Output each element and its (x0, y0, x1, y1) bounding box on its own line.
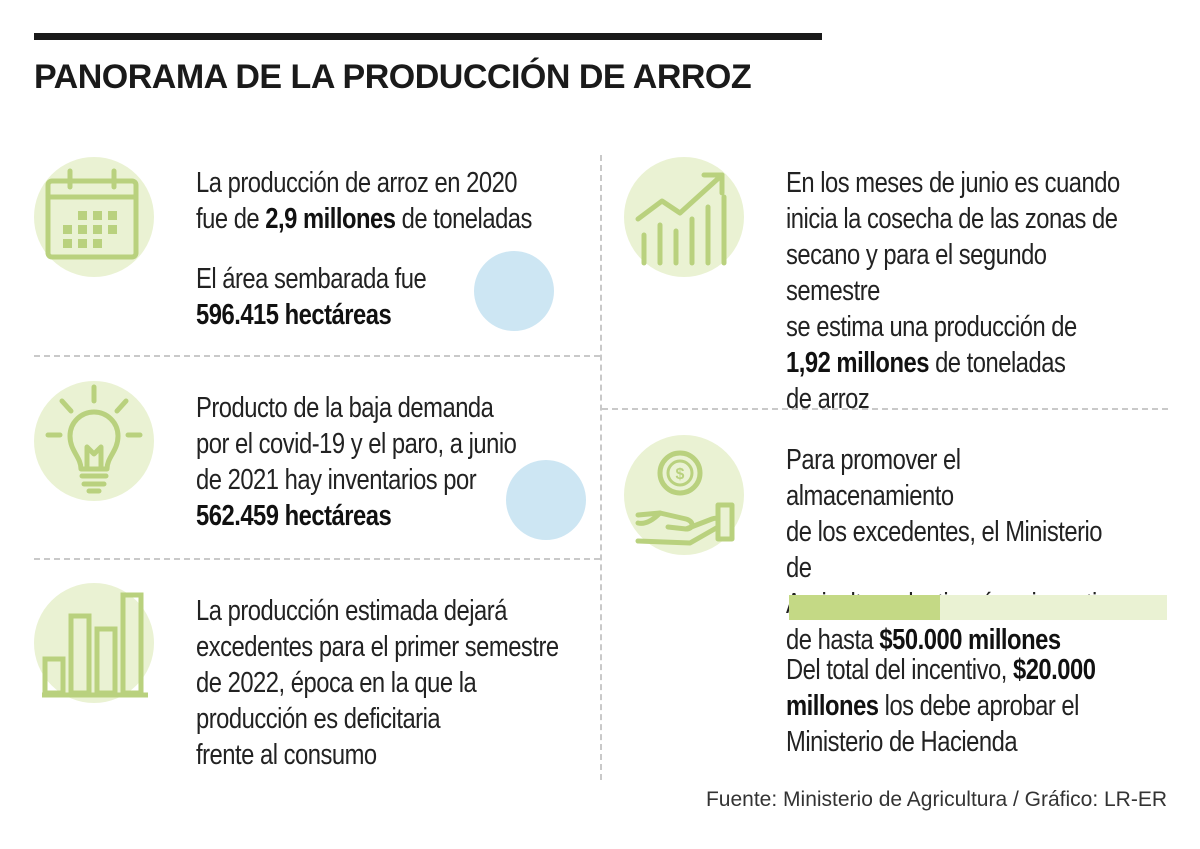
page-title: PANORAMA DE LA PRODUCCIÓN DE ARROZ (34, 58, 752, 96)
lightbulb-icon (34, 381, 154, 501)
decorative-dot (506, 460, 586, 540)
svg-text:$: $ (676, 466, 685, 483)
surplus-text: La producción estimada dejará excedentes… (196, 595, 559, 771)
top-rule (34, 33, 822, 40)
calendar-icon (34, 157, 154, 277)
decorative-dot (474, 251, 554, 331)
hand-coin-icon: $ (624, 435, 744, 555)
sown-area-text: El área sembarada fue 596.415 hectáreas (196, 263, 427, 331)
column-divider (600, 155, 602, 780)
incentive-progress-bar (789, 595, 1167, 620)
bar-chart-icon (34, 583, 154, 703)
row-divider (34, 355, 600, 357)
incentive-progress-fill (789, 595, 941, 620)
harvest-text: En los meses de junio es cuando inicia l… (786, 167, 1120, 415)
row-divider (34, 558, 600, 560)
hacienda-text: Del total del incentivo, $20.000 millone… (786, 654, 1096, 758)
incentive-text: Para promover el almacenamiento de los e… (786, 444, 1121, 656)
production-2020-text: La producción de arroz en 2020 fue de 2,… (196, 167, 532, 235)
source-credit: Fuente: Ministerio de Agricultura / Gráf… (705, 788, 1167, 811)
trend-up-chart-icon (624, 157, 744, 277)
inventory-text: Producto de la baja demanda por el covid… (196, 392, 517, 532)
row-divider (602, 408, 1168, 410)
